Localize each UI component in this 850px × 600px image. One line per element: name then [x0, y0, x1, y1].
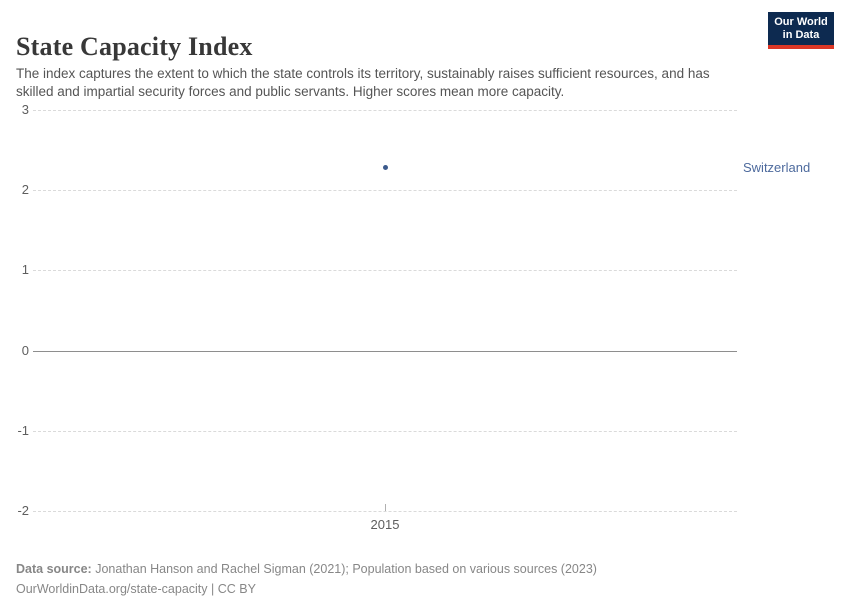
y-tick-label-neg2: -2: [17, 503, 29, 518]
y-tick-label-neg1: -1: [17, 423, 29, 438]
data-point-switzerland: [382, 165, 388, 171]
footer-source-line: Data source: Jonathan Hanson and Rachel …: [16, 561, 597, 577]
owid-logo-line2: in Data: [782, 29, 820, 41]
gridline-yneg2: [33, 511, 737, 512]
gridline-y3: [33, 110, 737, 111]
y-axis-zero-line: [33, 351, 737, 352]
chart-title: State Capacity Index: [16, 32, 253, 62]
owid-logo: Our World in Data: [768, 12, 834, 49]
y-tick-label-2: 2: [21, 182, 29, 197]
x-tick-mark-2015: [385, 504, 386, 511]
x-tick-label-2015: 2015: [370, 517, 400, 532]
data-source-label: Data source:: [16, 561, 92, 576]
y-tick-label-0: 0: [21, 343, 29, 358]
entity-label-switzerland: Switzerland: [743, 159, 811, 175]
y-tick-label-1: 1: [21, 262, 29, 277]
gridline-y2: [33, 190, 737, 191]
data-source-text: Jonathan Hanson and Rachel Sigman (2021)…: [95, 561, 597, 576]
footer-license-line: OurWorldinData.org/state-capacity | CC B…: [16, 581, 256, 596]
gridline-yneg1: [33, 431, 737, 432]
gridline-y1: [33, 270, 737, 271]
y-tick-label-3: 3: [21, 102, 29, 117]
owid-logo-line1: Our World: [774, 16, 828, 28]
chart-subtitle: The index captures the extent to which t…: [16, 65, 710, 99]
